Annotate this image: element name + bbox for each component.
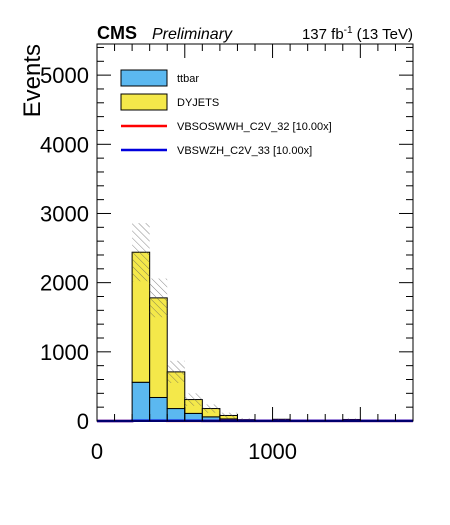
status-label: Preliminary [152,26,233,43]
legend-label: DYJETS [177,97,219,109]
y-tick-label: 3000 [40,201,89,226]
histogram-layer [131,251,396,422]
uncertainty-bin-4 [167,360,185,383]
legend-label: VBSOSWWH_C2V_32 [10.00x] [177,121,332,133]
bar-ttbar-bin-4 [166,408,186,422]
lumi-value: 137 fb [302,26,344,43]
axes: 0 1000 2000 3000 4000 5000 0 1000 [40,43,414,464]
experiment-label: CMS [97,23,137,43]
uncertainty-bin-7 [219,412,238,419]
y-tick-label: 2000 [40,271,89,296]
legend-label: ttbar [177,73,199,85]
y-tick-label: 1000 [40,340,89,365]
legend-label: VBSWZH_C2V_33 [10.00x] [177,145,312,157]
x-tick-label: 0 [91,439,103,464]
uncertainty-bin-5 [184,393,203,406]
legend-swatch [120,93,168,111]
uncertainty-bin-10 [272,418,291,420]
uncertainty-bin-6 [202,404,220,413]
uncertainty-bin-2 [132,223,150,282]
bar-ttbar-bin-2 [131,381,151,422]
y-tick-label: 5000 [40,63,89,88]
lumi-energy: (13 TeV) [357,26,413,43]
legend-swatch [120,69,168,87]
lumi-exponent: -1 [344,25,353,36]
legend: ttbar DYJETS VBSOSWWH_C2V_32 [10.00x] VBSWZ… [120,69,332,157]
x-tick-label: 1000 [248,439,297,464]
y-tick-label: 4000 [40,132,89,157]
uncertainty-bin-14 [342,418,361,421]
uncertainty-bin-3 [149,278,168,318]
y-tick-label: 0 [77,409,89,434]
y-axis-title: Events [19,44,46,117]
bar-ttbar-bin-3 [149,396,168,422]
lumi-label: 137 fb-1 (13 TeV) [302,25,413,43]
